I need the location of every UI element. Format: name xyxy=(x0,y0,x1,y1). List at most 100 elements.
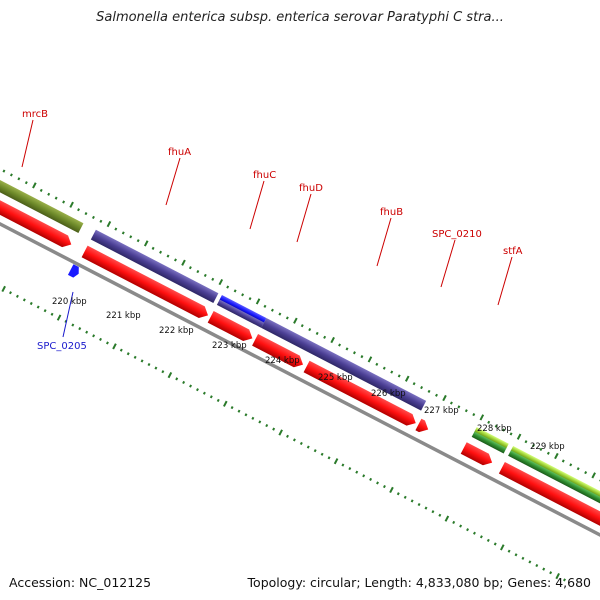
upper-tick xyxy=(121,231,125,235)
upper-tick xyxy=(114,227,118,231)
upper-tick xyxy=(546,451,550,455)
upper-tick xyxy=(382,366,386,370)
scale-tick xyxy=(216,398,220,402)
scale-tick xyxy=(549,571,553,575)
upper-tick xyxy=(54,196,58,200)
forward-gene-1[interactable] xyxy=(0,191,74,250)
upper-tick xyxy=(300,324,304,328)
gene-fhuB-feature[interactable] xyxy=(261,318,427,411)
upper-tick xyxy=(531,443,535,448)
gene-SPC_0210b-feature[interactable] xyxy=(471,431,507,454)
scale-tick xyxy=(542,567,546,571)
kbp-label-224: 224 kbp xyxy=(265,356,300,366)
scale-tick xyxy=(306,445,310,449)
scale-tick xyxy=(272,427,276,431)
upper-tick xyxy=(464,409,468,413)
scale-tick xyxy=(9,291,12,295)
gene-label-fhuB[interactable]: fhuB xyxy=(380,207,403,218)
gene-label-fhuC[interactable]: fhuC xyxy=(253,170,276,181)
gene-fhuA-feature[interactable] xyxy=(90,229,219,303)
forward-gene-8[interactable] xyxy=(498,461,600,530)
upper-tick xyxy=(449,401,453,405)
scale-tick xyxy=(29,301,33,306)
upper-tick xyxy=(554,452,559,460)
kbp-label-226: 226 kbp xyxy=(371,389,406,399)
scale-tick xyxy=(417,502,421,507)
scale-tick xyxy=(99,337,102,341)
forward-gene-7[interactable] xyxy=(460,442,495,468)
upper-tick xyxy=(196,270,200,274)
scale-tick xyxy=(1,285,6,293)
forward-gene-5[interactable] xyxy=(303,360,419,429)
upper-tick xyxy=(2,169,6,173)
scale-tick xyxy=(521,556,525,560)
upper-tick xyxy=(241,293,245,297)
upper-tick xyxy=(32,182,37,189)
scale-tick xyxy=(369,477,373,481)
upper-tick xyxy=(174,258,177,262)
gene-fhuC-feature[interactable] xyxy=(219,295,267,324)
gene-mrcB-feature[interactable] xyxy=(0,175,84,234)
scale-tick xyxy=(507,549,511,553)
upper-tick xyxy=(323,335,327,339)
upper-tick xyxy=(226,285,230,289)
scale-tick xyxy=(292,438,296,442)
gene-label-SPC_0210[interactable]: SPC_0210 xyxy=(432,229,482,240)
topology-label: Topology: xyxy=(247,575,307,590)
gene-SPC_0210-feature[interactable] xyxy=(473,427,509,450)
forward-gene-3[interactable] xyxy=(207,311,256,344)
upper-tick xyxy=(524,440,528,444)
scale-tick xyxy=(452,520,456,525)
scale-tick xyxy=(493,542,497,546)
upper-tick xyxy=(353,351,356,355)
scale-tick xyxy=(105,341,109,345)
scale-tick xyxy=(22,298,26,302)
upper-tick xyxy=(516,433,522,440)
scale-tick xyxy=(237,409,241,413)
upper-tick xyxy=(375,362,379,366)
scale-tick xyxy=(43,309,47,313)
scale-tick xyxy=(209,395,213,399)
scale-tick xyxy=(196,388,199,392)
kbp-label-223: 223 kbp xyxy=(212,341,247,351)
forward-gene-2[interactable] xyxy=(81,245,211,322)
scale-tick xyxy=(78,327,82,331)
upper-tick xyxy=(47,192,51,196)
upper-tick xyxy=(442,394,447,402)
forward-gene-6[interactable] xyxy=(415,418,431,436)
gene-stfA-feature[interactable] xyxy=(510,445,600,507)
gene-label-mrcB[interactable]: mrcB xyxy=(22,109,48,120)
scale-tick xyxy=(119,348,123,352)
scale-tick xyxy=(528,560,532,564)
scale-tick xyxy=(438,513,442,517)
upper-tick xyxy=(39,188,43,192)
upper-tick xyxy=(293,317,298,324)
upper-tick xyxy=(457,405,461,409)
scale-tick xyxy=(223,400,228,407)
gene-label-fhuA[interactable]: fhuA xyxy=(168,147,191,158)
upper-tick xyxy=(181,259,186,266)
upper-tick xyxy=(285,316,289,320)
scale-tick xyxy=(182,380,186,385)
upper-tick xyxy=(24,181,28,185)
kbp-label-225: 225 kbp xyxy=(318,373,353,383)
gene-label-SPC_0205[interactable]: SPC_0205 xyxy=(37,341,87,352)
kbp-label-222: 222 kbp xyxy=(159,326,194,336)
gene-stfA-b-feature[interactable] xyxy=(508,450,600,511)
scale-tick xyxy=(396,492,400,496)
scale-tick xyxy=(286,434,289,438)
upper-tick xyxy=(315,331,319,335)
upper-tick xyxy=(487,420,491,424)
genes-label: Genes: xyxy=(507,575,552,590)
forward-gene-4[interactable] xyxy=(252,334,306,370)
scale-tick xyxy=(535,563,539,568)
genes-value: 4,680 xyxy=(555,575,591,590)
gene-label-fhuD[interactable]: fhuD xyxy=(299,183,323,194)
gene-fhuD-feature[interactable] xyxy=(216,299,265,328)
upper-tick xyxy=(218,278,224,286)
scale-tick xyxy=(299,441,303,446)
upper-tick xyxy=(106,220,112,228)
gene-SPC_0205-feature[interactable] xyxy=(67,264,82,279)
gene-label-stfA[interactable]: stfA xyxy=(503,246,523,257)
upper-tick xyxy=(188,266,192,270)
